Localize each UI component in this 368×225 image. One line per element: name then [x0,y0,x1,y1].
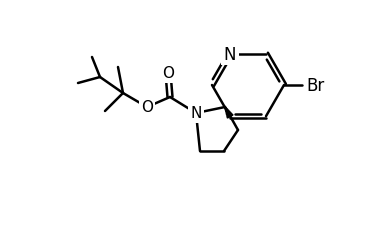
Text: O: O [141,100,153,115]
Text: N: N [190,106,202,121]
Text: Br: Br [307,77,325,94]
Text: O: O [162,66,174,81]
Text: N: N [224,46,236,63]
